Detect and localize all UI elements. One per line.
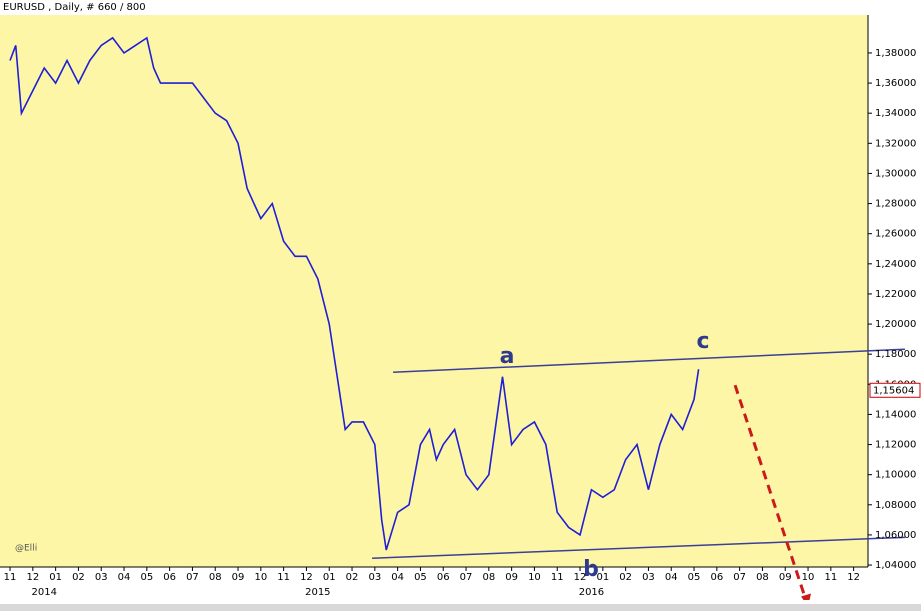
y-tick-label: 1,28000 <box>875 199 916 210</box>
x-tick-label: 05 <box>140 572 153 583</box>
y-tick-label: 1,18000 <box>875 349 916 360</box>
x-tick-label: 02 <box>619 572 632 583</box>
y-tick-label: 1,22000 <box>875 289 916 300</box>
x-tick-label: 01 <box>323 572 336 583</box>
watermark: @Elli <box>15 544 37 554</box>
plot-layer <box>9 36 905 600</box>
x-tick-label: 04 <box>118 572 131 583</box>
wave-label: c <box>696 329 709 354</box>
x-tick-label: 06 <box>437 572 450 583</box>
x-tick-label: 11 <box>4 572 17 583</box>
last-price-label: 1,15604 <box>873 385 914 396</box>
x-tick-label: 06 <box>163 572 176 583</box>
x-tick-label: 08 <box>756 572 769 583</box>
x-tick-label: 02 <box>72 572 85 583</box>
x-tick-label: 12 <box>300 572 313 583</box>
y-tick-label: 1,06000 <box>875 530 916 541</box>
y-tick-label: 1,12000 <box>875 440 916 451</box>
x-tick-label: 01 <box>596 572 609 583</box>
year-label: 2016 <box>579 587 604 598</box>
y-tick-label: 1,14000 <box>875 409 916 420</box>
price-line <box>9 36 700 551</box>
time-axis <box>0 567 921 605</box>
x-tick-label: 02 <box>346 572 359 583</box>
x-tick-label: 03 <box>642 572 655 583</box>
y-tick-label: 1,30000 <box>875 168 916 179</box>
x-tick-label: 12 <box>26 572 39 583</box>
x-tick-label: 10 <box>528 572 541 583</box>
x-tick-label: 03 <box>95 572 108 583</box>
x-tick-label: 01 <box>49 572 62 583</box>
wave-label: b <box>583 557 599 582</box>
chart-title: EURUSD , Daily, # 660 / 800 <box>3 2 146 13</box>
x-tick-label: 12 <box>847 572 860 583</box>
status-bar <box>0 604 921 611</box>
y-tick-label: 1,20000 <box>875 319 916 330</box>
x-tick-label: 05 <box>688 572 701 583</box>
x-tick-label: 03 <box>368 572 381 583</box>
x-tick-label: 04 <box>391 572 404 583</box>
x-tick-label: 08 <box>209 572 222 583</box>
x-tick-label: 07 <box>460 572 473 583</box>
x-tick-label: 10 <box>802 572 815 583</box>
arrow-head <box>801 593 812 600</box>
y-tick-label: 1,36000 <box>875 78 916 89</box>
last-price-box <box>869 382 921 398</box>
wave-label: a <box>500 344 515 369</box>
y-tick-label: 1,24000 <box>875 259 916 270</box>
y-tick-label: 1,34000 <box>875 108 916 119</box>
x-tick-label: 04 <box>665 572 678 583</box>
x-tick-label: 11 <box>277 572 290 583</box>
x-tick-label: 11 <box>551 572 564 583</box>
y-tick-label: 1,26000 <box>875 229 916 240</box>
x-tick-label: 06 <box>710 572 723 583</box>
x-tick-label: 05 <box>414 572 427 583</box>
x-tick-label: 10 <box>254 572 267 583</box>
trend-line <box>372 536 905 560</box>
y-tick-label: 1,32000 <box>875 138 916 149</box>
x-tick-label: 11 <box>824 572 837 583</box>
x-tick-label: 07 <box>186 572 199 583</box>
trend-line <box>393 348 905 374</box>
x-tick-label: 07 <box>733 572 746 583</box>
year-label: 2015 <box>305 587 330 598</box>
x-tick-label: 09 <box>779 572 792 583</box>
x-tick-label: 12 <box>574 572 587 583</box>
projection-arrow <box>733 384 808 600</box>
year-label: 2014 <box>32 587 57 598</box>
x-tick-label: 09 <box>232 572 245 583</box>
x-tick-label: 08 <box>482 572 495 583</box>
y-tick-label: 1,10000 <box>875 470 916 481</box>
y-tick-label: 1,04000 <box>875 560 916 571</box>
plot-area <box>0 15 868 567</box>
y-tick-label: 1,08000 <box>875 500 916 511</box>
price-axis <box>868 15 921 567</box>
y-tick-label: 1,38000 <box>875 48 916 59</box>
x-tick-label: 09 <box>505 572 518 583</box>
